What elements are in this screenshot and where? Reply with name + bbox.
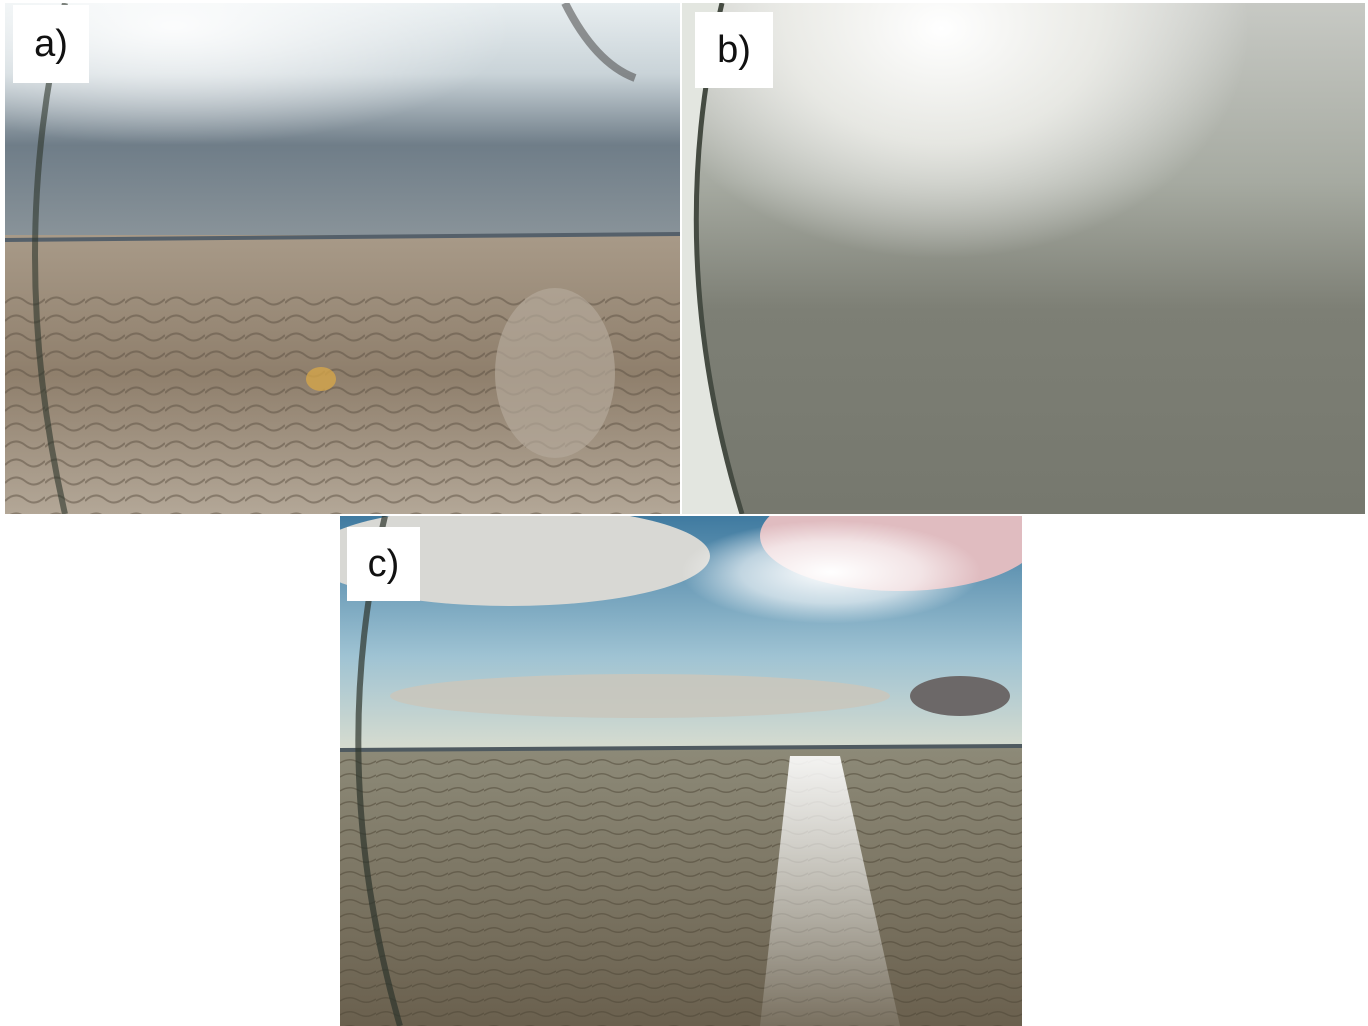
photo-a-image — [5, 3, 680, 514]
photo-c: c) — [340, 516, 1022, 1026]
photo-b: b) — [682, 3, 1365, 514]
photo-b-image — [682, 3, 1365, 514]
panel-label: a) — [13, 5, 89, 83]
panel-label: b) — [695, 12, 773, 88]
photo-c-image — [340, 516, 1022, 1026]
panel-label: c) — [347, 527, 420, 601]
photo-a: a) — [5, 3, 680, 514]
figure: a) b) c) (() => { const data = JSON.pars… — [0, 0, 1368, 1026]
